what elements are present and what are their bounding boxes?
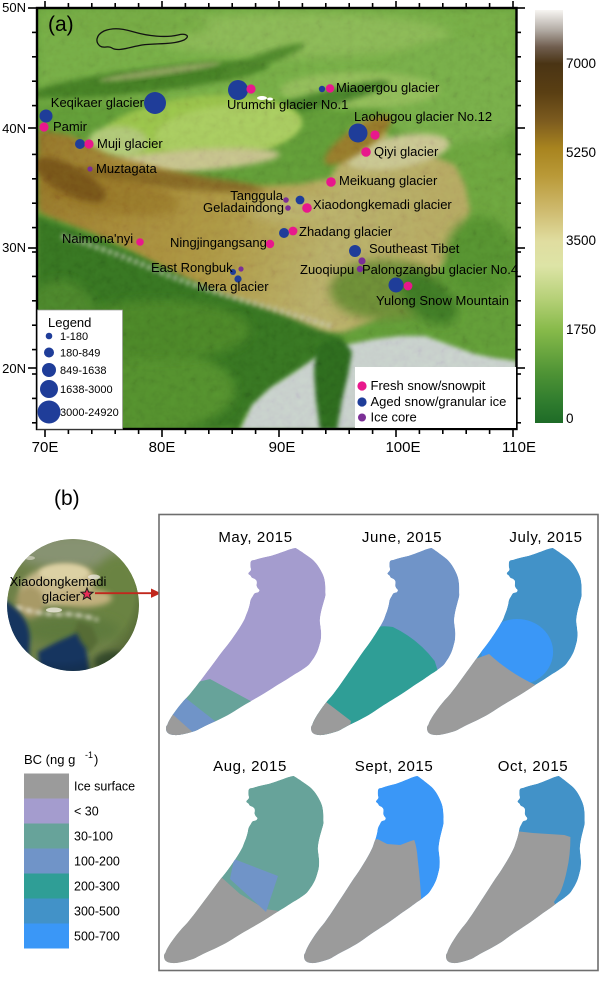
svg-text:Sept, 2015: Sept, 2015 [355,758,434,775]
svg-text:BC (ng g: BC (ng g [24,752,75,767]
svg-text:50N: 50N [2,0,26,15]
svg-text:Aged snow/granular ice: Aged snow/granular ice [371,394,507,409]
svg-text:Miaoergou glacier: Miaoergou glacier [336,80,440,95]
svg-text:Meikuang glacier: Meikuang glacier [339,173,438,188]
svg-text:Legend: Legend [48,315,91,330]
svg-text:110E: 110E [502,439,536,456]
svg-text:3000-24920: 3000-24920 [60,407,119,419]
svg-text:849-1638: 849-1638 [60,365,107,377]
svg-text:Ice surface: Ice surface [74,780,135,794]
svg-text:30N: 30N [2,240,26,255]
svg-text:Ningjingangsang: Ningjingangsang [170,235,267,250]
svg-text:100-200: 100-200 [74,855,120,869]
svg-text:(a): (a) [48,13,74,36]
svg-text:Aug, 2015: Aug, 2015 [213,758,287,775]
svg-text:East Rongbuk: East Rongbuk [151,260,233,275]
svg-text:Ice core: Ice core [371,410,417,425]
svg-text:200-300: 200-300 [74,880,120,894]
svg-text:Pamir: Pamir [53,119,88,134]
svg-text:Muztagata: Muztagata [96,161,157,176]
svg-text:0: 0 [566,411,574,426]
svg-text:Qiyi glacier: Qiyi glacier [374,144,439,159]
svg-text:May, 2015: May, 2015 [218,529,292,546]
svg-text:Keqikaer glacier: Keqikaer glacier [51,95,145,110]
svg-text:7000: 7000 [566,56,596,71]
svg-text:Naimona'nyi: Naimona'nyi [62,231,133,246]
svg-text:40N: 40N [2,121,26,136]
svg-text:Laohugou glacier No.12: Laohugou glacier No.12 [354,109,492,124]
svg-text:180-849: 180-849 [60,348,100,360]
svg-text:80E: 80E [149,439,176,456]
svg-text:1-180: 1-180 [60,331,88,343]
svg-text:Oct, 2015: Oct, 2015 [498,758,568,775]
svg-text:Xiaodongkemadi glacier: Xiaodongkemadi glacier [313,197,452,212]
svg-text:Tanggula: Tanggula [230,188,284,203]
svg-text:Muji glacier: Muji glacier [97,136,163,151]
svg-text:300-500: 300-500 [74,905,120,919]
svg-text:3500: 3500 [566,233,596,248]
svg-text:Southeast Tibet: Southeast Tibet [369,241,460,256]
svg-text:Urumchi glacier No.1: Urumchi glacier No.1 [227,97,348,112]
svg-text:(b): (b) [54,487,80,510]
svg-text:1638-3000: 1638-3000 [60,384,113,396]
svg-text:Geladaindong: Geladaindong [203,200,284,215]
svg-text:glacier: glacier [42,589,81,604]
svg-text:5250: 5250 [566,145,596,160]
svg-text:500-700: 500-700 [74,930,120,944]
svg-text:Zuoqiupu: Zuoqiupu [300,262,354,277]
svg-text:-1: -1 [85,750,93,760]
svg-text:20N: 20N [2,361,26,376]
svg-text:Xiaodongkemadi: Xiaodongkemadi [10,574,107,589]
svg-text:): ) [94,752,98,767]
svg-text:100E: 100E [385,439,420,456]
svg-text:Zhadang glacier: Zhadang glacier [299,224,393,239]
svg-text:90E: 90E [269,439,296,456]
svg-text:Palongzangbu glacier No.4: Palongzangbu glacier No.4 [362,262,518,277]
svg-text:70E: 70E [32,439,59,456]
svg-text:< 30: < 30 [74,805,99,819]
svg-text:Fresh snow/snowpit: Fresh snow/snowpit [371,378,486,393]
svg-text:1750: 1750 [566,322,596,337]
svg-text:Mera glacier: Mera glacier [197,279,269,294]
svg-text:June, 2015: June, 2015 [362,529,442,546]
svg-text:Yulong Snow Mountain: Yulong Snow Mountain [376,293,509,308]
svg-text:July, 2015: July, 2015 [509,529,582,546]
svg-text:30-100: 30-100 [74,830,113,844]
